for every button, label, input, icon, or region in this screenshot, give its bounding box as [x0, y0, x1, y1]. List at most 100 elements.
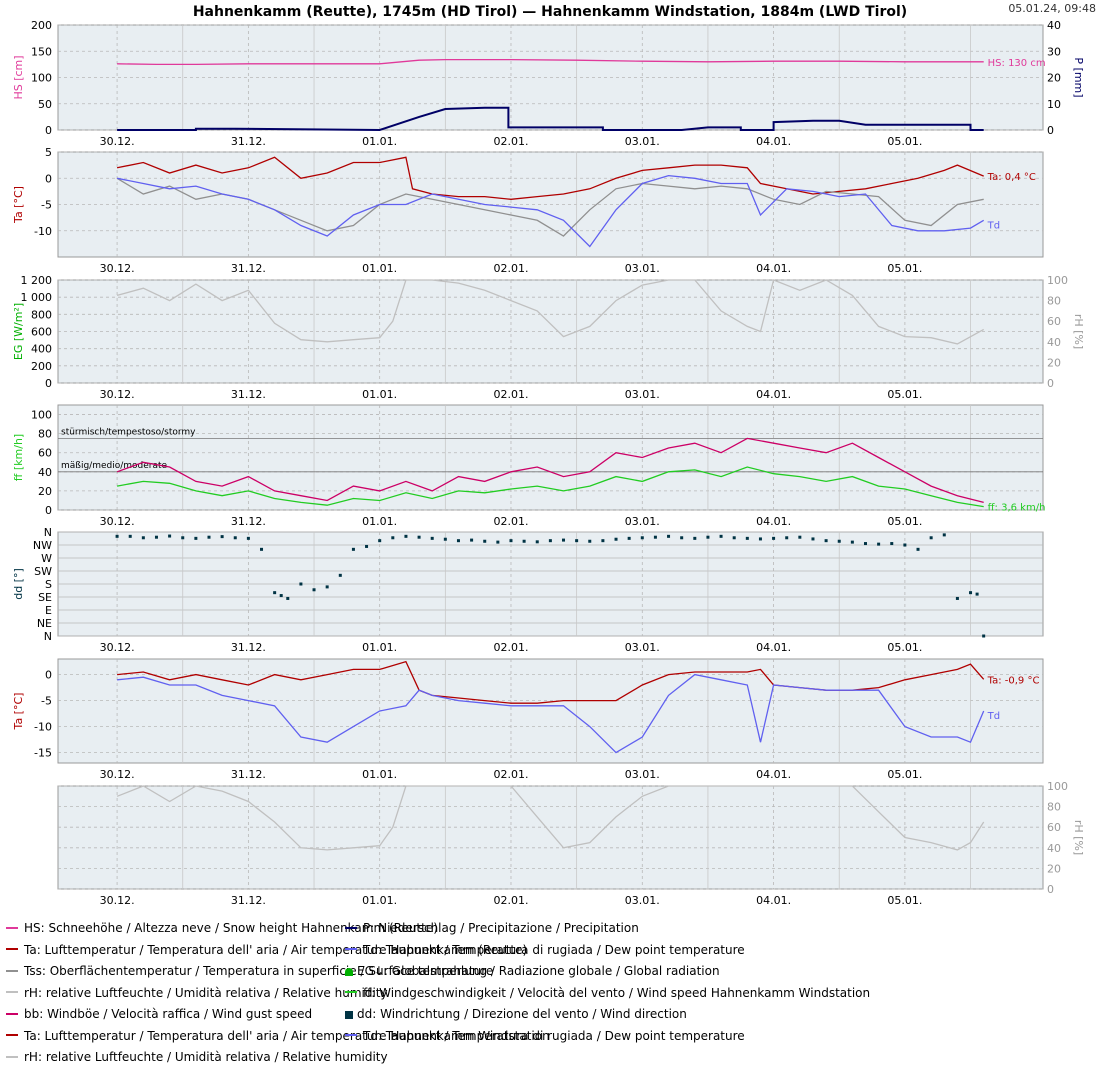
wind-direction-point [220, 535, 224, 539]
y2-tick-label: 60 [1047, 821, 1061, 834]
wind-direction-point [916, 547, 920, 551]
y2-tick-label: 40 [1047, 336, 1061, 349]
y2-tick-label: 100 [1047, 274, 1068, 287]
x-tick-label: 05.01. [887, 135, 922, 148]
wind-direction-point [509, 539, 513, 543]
y2-axis-label: P [mm] [1072, 57, 1085, 97]
wind-direction-point [627, 536, 631, 540]
x-tick-label: 31.12. [231, 388, 266, 401]
wind-direction-point [877, 542, 881, 546]
wind-direction-point [246, 536, 250, 540]
y2-tick-label: 0 [1047, 883, 1054, 896]
wind-direction-point [942, 533, 946, 537]
wind-direction-point [391, 536, 395, 540]
x-tick-label: 30.12. [100, 262, 135, 275]
legend-swatch [6, 969, 18, 972]
y-tick-label: 600 [31, 326, 52, 339]
wind-direction-point [260, 547, 264, 551]
legend-label: Ta: Lufttemperatur / Temperatura dell' a… [24, 942, 528, 957]
x-tick-label: 05.01. [887, 641, 922, 654]
y-axis-label: dd [°] [12, 568, 25, 600]
x-tick-label: 03.01. [625, 388, 660, 401]
y-axis-label: Ta [°C] [12, 186, 25, 224]
y-tick-label: -15 [34, 747, 52, 760]
y2-tick-label: 10 [1047, 98, 1061, 111]
legend-item: Td: Taupunkt / Temperatura di rugiada / … [345, 1028, 745, 1044]
legend-item: P: Niederschlag / Precipitazione / Preci… [345, 920, 639, 936]
y-tick-label: 40 [38, 466, 52, 479]
y-tick-label: 5 [45, 146, 52, 159]
y-tick-label: 100 [31, 409, 52, 422]
wind-direction-point [483, 539, 487, 543]
wind-direction-point [194, 536, 198, 540]
wind-direction-point [758, 537, 762, 541]
wind-direction-point [168, 534, 172, 538]
y-tick-label: 1 000 [21, 291, 53, 304]
wind-direction-point [680, 536, 684, 540]
legend-item: Td: Taupunkt / Temperatura di rugiada / … [345, 942, 745, 958]
legend-item: Tss: Oberflächentemperatur / Temperatura… [6, 963, 493, 979]
legend-label: bb: Windböe / Velocità raffica / Wind gu… [24, 1007, 313, 1021]
x-tick-label: 03.01. [625, 894, 660, 907]
y2-tick-label: 20 [1047, 862, 1061, 875]
y-tick-label: 0 [45, 172, 52, 185]
legend-item: EG↓: Globalstrahlung / Radiazione global… [345, 963, 720, 979]
legend-swatch [6, 1012, 18, 1015]
x-tick-label: 31.12. [231, 262, 266, 275]
legend-swatch [6, 948, 18, 950]
legend-label: rH: relative Luftfeuchte / Umidità relat… [24, 985, 388, 1000]
legend-swatch [345, 948, 357, 950]
series-end-label: Ta: -0,9 °C [987, 675, 1040, 686]
wind-direction-point [207, 535, 211, 539]
legend-label: Tss: Oberflächentemperatur / Temperatura… [24, 964, 494, 978]
x-tick-label: 03.01. [625, 641, 660, 654]
y-tick-label: 0 [45, 377, 52, 390]
panel-background [57, 404, 1044, 511]
x-tick-label: 04.01. [756, 641, 791, 654]
legend-swatch [6, 991, 18, 993]
wind-direction-point [279, 594, 283, 598]
series-hs-line [117, 58, 984, 66]
x-tick-label: 04.01. [756, 135, 791, 148]
x-tick-label: 01.01. [362, 262, 397, 275]
x-tick-label: 02.01. [493, 894, 528, 907]
reference-line-label: mäßig/medio/moderate [61, 461, 168, 471]
x-tick-label: 31.12. [231, 515, 266, 528]
panel-background [57, 658, 1044, 764]
x-tick-label: 30.12. [100, 894, 135, 907]
wind-direction-point [975, 592, 979, 596]
wind-direction-point [128, 534, 132, 538]
wind-direction-point [338, 573, 342, 577]
series-end-label: Td [987, 220, 1000, 231]
y2-tick-label: 0 [1047, 124, 1054, 137]
wind-direction-point [719, 534, 723, 538]
wind-direction-point [575, 539, 579, 543]
legend-swatch [345, 1034, 357, 1036]
y-tick-label: -5 [41, 199, 52, 212]
series-ff-line [116, 466, 984, 508]
wind-direction-point [798, 535, 802, 539]
x-tick-label: 30.12. [100, 768, 135, 781]
y-axis-label: EG [W/m²] [12, 303, 25, 360]
wind-direction-point [325, 585, 329, 589]
legend-swatch [6, 1034, 18, 1036]
y2-tick-label: 30 [1047, 45, 1061, 58]
x-tick-label: 04.01. [756, 262, 791, 275]
y-tick-label: 60 [38, 447, 52, 460]
y2-tick-label: 80 [1047, 295, 1061, 308]
wind-direction-point [365, 544, 369, 548]
y-tick-label: 800 [31, 308, 52, 321]
legend-swatch [345, 1010, 353, 1019]
wind-direction-point [588, 539, 592, 543]
x-tick-label: 31.12. [231, 135, 266, 148]
x-tick-label: 05.01. [887, 262, 922, 275]
wind-direction-point [522, 539, 526, 543]
wind-direction-point [890, 542, 894, 546]
x-tick-label: 04.01. [756, 768, 791, 781]
legend-label: Td: Taupunkt / Temperatura di rugiada / … [363, 1028, 745, 1043]
wind-direction-point [837, 539, 841, 543]
y-tick-label: 0 [45, 124, 52, 137]
y2-tick-label: 80 [1047, 801, 1061, 814]
wind-direction-point [811, 537, 815, 541]
x-tick-label: 01.01. [362, 515, 397, 528]
